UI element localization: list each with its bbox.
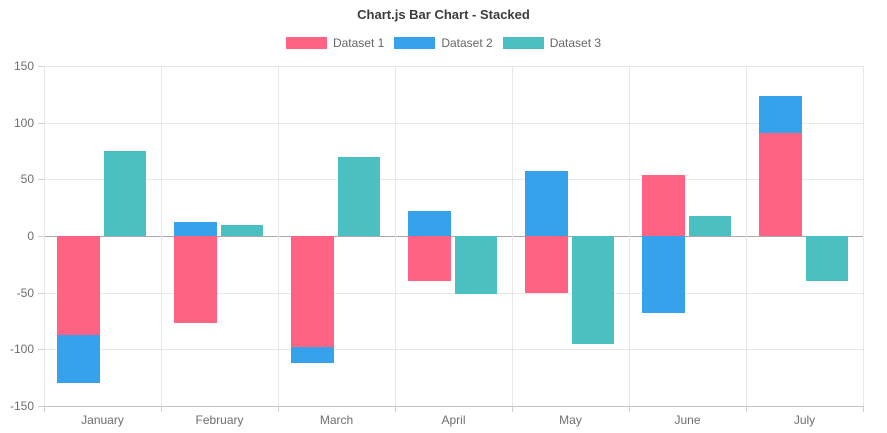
x-axis-label-february: February bbox=[195, 413, 244, 427]
y-tick-label: -50 bbox=[16, 285, 34, 300]
legend-item-dataset-1[interactable]: Dataset 1 bbox=[285, 36, 385, 50]
legend-swatch-dataset-3 bbox=[502, 37, 544, 49]
bar-dataset-3-june[interactable] bbox=[689, 215, 731, 236]
x-axis-label-july: July bbox=[793, 413, 816, 427]
x-gridline bbox=[512, 66, 513, 406]
legend-item-dataset-2[interactable]: Dataset 2 bbox=[394, 36, 493, 50]
x-tick-mark bbox=[44, 406, 45, 412]
x-axis-label-january: January bbox=[81, 413, 124, 427]
bar-dataset-2-january[interactable] bbox=[57, 334, 100, 384]
legend-swatch-dataset-1 bbox=[285, 37, 327, 49]
y-tick-mark bbox=[38, 66, 44, 67]
x-gridline bbox=[161, 66, 162, 406]
y-tick-label: 50 bbox=[20, 172, 34, 187]
bar-dataset-1-april[interactable] bbox=[408, 236, 451, 282]
y-tick-label: 100 bbox=[13, 115, 34, 130]
bar-dataset-3-may[interactable] bbox=[572, 236, 614, 344]
y-tick-label: 0 bbox=[27, 229, 34, 243]
bar-dataset-1-march[interactable] bbox=[291, 236, 334, 348]
y-gridline bbox=[44, 179, 863, 181]
y-gridline bbox=[44, 292, 863, 294]
bar-dataset-1-july[interactable] bbox=[759, 132, 802, 236]
x-tick-mark bbox=[629, 406, 630, 412]
x-axis-label-june: June bbox=[674, 413, 701, 427]
legend-item-dataset-3[interactable]: Dataset 3 bbox=[502, 36, 602, 50]
y-gridline bbox=[44, 349, 863, 351]
y-tick-mark bbox=[38, 236, 44, 237]
x-tick-mark bbox=[278, 406, 279, 412]
x-axis-label-may: May bbox=[559, 413, 582, 427]
bar-dataset-2-february[interactable] bbox=[174, 222, 217, 236]
y-tick-mark bbox=[38, 406, 44, 407]
legend-label: Dataset 1 bbox=[332, 36, 385, 50]
legend-swatch-dataset-2 bbox=[394, 37, 436, 49]
y-tick-mark bbox=[38, 349, 44, 351]
x-gridline bbox=[44, 66, 45, 406]
bar-dataset-1-may[interactable] bbox=[525, 236, 568, 293]
y-tick-label: 150 bbox=[13, 59, 34, 73]
legend-label: Dataset 3 bbox=[549, 36, 602, 50]
x-gridline bbox=[629, 66, 630, 406]
x-gridline bbox=[395, 66, 396, 406]
bar-dataset-3-march[interactable] bbox=[338, 156, 380, 236]
bar-dataset-2-june[interactable] bbox=[642, 236, 685, 314]
y-gridline bbox=[44, 406, 863, 407]
legend-label: Dataset 2 bbox=[441, 36, 493, 50]
bar-dataset-1-january[interactable] bbox=[57, 236, 100, 335]
bar-dataset-2-april[interactable] bbox=[408, 211, 451, 236]
y-tick-mark bbox=[38, 122, 44, 124]
y-tick-mark bbox=[38, 292, 44, 294]
x-gridline bbox=[278, 66, 279, 406]
bar-dataset-1-june[interactable] bbox=[642, 174, 685, 236]
x-tick-mark bbox=[746, 406, 747, 412]
bar-dataset-3-february[interactable] bbox=[221, 224, 263, 236]
bar-dataset-2-march[interactable] bbox=[291, 347, 334, 363]
legend: Dataset 1 Dataset 2 Dataset 3 bbox=[0, 36, 887, 50]
y-gridline bbox=[44, 66, 863, 67]
bar-dataset-3-january[interactable] bbox=[104, 151, 146, 236]
y-tick-mark bbox=[38, 179, 44, 181]
x-gridline bbox=[746, 66, 747, 406]
x-axis-label-april: April bbox=[441, 413, 466, 427]
y-gridline bbox=[44, 236, 863, 237]
y-gridline bbox=[44, 122, 863, 124]
x-tick-mark bbox=[863, 406, 864, 412]
x-tick-mark bbox=[395, 406, 396, 412]
x-gridline bbox=[863, 66, 864, 406]
bar-dataset-1-february[interactable] bbox=[174, 236, 217, 324]
chart-title: Chart.js Bar Chart - Stacked bbox=[357, 7, 530, 22]
bar-dataset-3-april[interactable] bbox=[455, 236, 497, 294]
x-axis-label-march: March bbox=[319, 413, 354, 427]
bar-dataset-2-july[interactable] bbox=[759, 95, 802, 133]
x-tick-mark bbox=[512, 406, 513, 412]
y-tick-label: -100 bbox=[9, 342, 34, 357]
x-tick-mark bbox=[161, 406, 162, 412]
bar-dataset-2-may[interactable] bbox=[525, 171, 568, 236]
y-tick-label: -150 bbox=[9, 399, 34, 413]
bar-dataset-3-july[interactable] bbox=[806, 236, 848, 282]
